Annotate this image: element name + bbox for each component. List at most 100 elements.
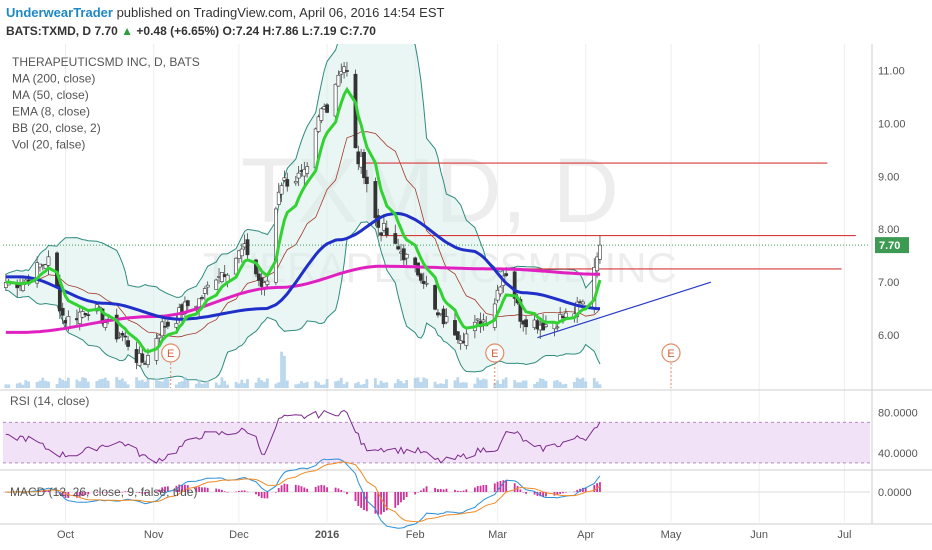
volume-bar bbox=[84, 377, 87, 388]
volume-bar bbox=[297, 383, 301, 388]
price-tick-label: 7.00 bbox=[878, 277, 899, 289]
legend-item: BB (20, close, 2) bbox=[12, 121, 101, 135]
candle-body bbox=[185, 300, 190, 307]
macd-histogram-bar bbox=[414, 492, 417, 495]
macd-histogram-bar bbox=[519, 489, 522, 492]
volume-bar bbox=[123, 381, 127, 388]
volume-bar bbox=[186, 379, 190, 388]
volume-bar bbox=[561, 384, 565, 388]
volume-bar bbox=[496, 380, 500, 388]
macd-histogram-bar bbox=[599, 482, 601, 492]
macd-histogram-bar bbox=[277, 488, 280, 492]
macd-histogram-bar bbox=[195, 486, 198, 492]
macd-histogram-bar bbox=[198, 486, 201, 492]
candle-body bbox=[126, 340, 130, 347]
candle-body bbox=[342, 66, 347, 73]
volume-bar bbox=[533, 384, 536, 388]
volume-bar bbox=[64, 381, 67, 388]
volume-bar bbox=[433, 381, 437, 388]
candle-body bbox=[296, 172, 301, 179]
volume-bar bbox=[157, 380, 161, 388]
volume-bar bbox=[120, 378, 124, 388]
macd-histogram-bar bbox=[456, 490, 459, 492]
volume-bar bbox=[592, 378, 596, 388]
volume-bar bbox=[473, 383, 477, 388]
volume-bar bbox=[319, 384, 323, 388]
volume-bar bbox=[38, 380, 42, 388]
macd-histogram-bar bbox=[184, 484, 186, 492]
volume-bar bbox=[44, 380, 48, 388]
macd-histogram-bar bbox=[502, 480, 505, 492]
volume-bar bbox=[135, 377, 139, 388]
volume-bar bbox=[146, 378, 150, 388]
high-value: 7.86 bbox=[275, 24, 299, 38]
volume-bar bbox=[197, 379, 201, 388]
candle-body bbox=[339, 71, 344, 75]
macd-histogram-bar bbox=[47, 490, 50, 492]
candle-body bbox=[123, 335, 128, 338]
last-price-badge bbox=[875, 237, 909, 254]
earnings-marker-label: E bbox=[667, 348, 674, 360]
macd-histogram-bar bbox=[240, 490, 243, 492]
macd-histogram-bar bbox=[95, 492, 98, 493]
macd-histogram-bar bbox=[158, 489, 161, 492]
chart-area[interactable]: TXMD, DTHERAPEUTICSMD INC EEE 11.0010.00… bbox=[0, 44, 932, 550]
volume-bar bbox=[263, 381, 266, 388]
candle-body bbox=[103, 322, 108, 328]
volume-bar bbox=[538, 378, 542, 388]
macd-histogram-bar bbox=[104, 492, 107, 493]
macd-histogram-bar bbox=[164, 486, 166, 492]
volume-bar bbox=[81, 377, 84, 388]
macd-histogram-bar bbox=[573, 491, 576, 493]
candle-body bbox=[282, 177, 287, 181]
macd-histogram-bar bbox=[115, 492, 118, 493]
macd-histogram-bar bbox=[144, 492, 147, 495]
candle-body bbox=[453, 320, 457, 336]
candle-body bbox=[475, 318, 480, 321]
volume-bar bbox=[194, 383, 198, 388]
macd-histogram-bar bbox=[206, 487, 209, 492]
candle-body bbox=[60, 307, 65, 316]
macd-histogram-bar bbox=[434, 487, 436, 492]
macd-histogram-bar bbox=[505, 480, 508, 492]
candle-body bbox=[379, 232, 383, 236]
earnings-marker bbox=[161, 343, 181, 363]
volume-bar bbox=[581, 377, 585, 388]
volume-bar bbox=[422, 377, 426, 388]
trend-line bbox=[537, 281, 711, 339]
candle-body bbox=[293, 181, 298, 184]
volume-bar bbox=[464, 382, 468, 388]
candle-body bbox=[498, 286, 503, 295]
ema8-line bbox=[5, 86, 602, 354]
volume-bar bbox=[564, 383, 568, 388]
volume-bar bbox=[325, 379, 329, 388]
macd-histogram-bar bbox=[422, 488, 425, 492]
volume-bar bbox=[223, 380, 227, 388]
candle-body bbox=[364, 176, 369, 185]
volume-bar bbox=[4, 384, 8, 388]
candle-body bbox=[160, 321, 165, 337]
volume-bar bbox=[294, 384, 298, 388]
price-tick-label: 8.00 bbox=[878, 224, 899, 236]
candle-body bbox=[279, 185, 284, 195]
candle-body bbox=[598, 244, 602, 260]
author-link[interactable]: UnderwearTrader bbox=[6, 5, 113, 20]
volume-bar bbox=[78, 381, 82, 388]
volume-bar bbox=[396, 379, 400, 388]
volume-bar bbox=[138, 380, 141, 388]
symbol: BATS:TXMD, D bbox=[6, 24, 92, 38]
publish-line: UnderwearTrader published on TradingView… bbox=[6, 5, 444, 20]
x-tick-label: Feb bbox=[406, 529, 425, 541]
macd-histogram-bar bbox=[226, 492, 229, 493]
candle-body bbox=[316, 116, 321, 132]
candle-body bbox=[595, 256, 600, 272]
x-tick-label: Jun bbox=[750, 529, 768, 541]
volume-bar bbox=[115, 377, 119, 388]
macd-histogram-bar bbox=[525, 492, 527, 494]
macd-histogram-bar bbox=[445, 488, 448, 492]
open-label: O: bbox=[222, 24, 236, 38]
macd-histogram-bar bbox=[343, 491, 346, 493]
macd-histogram-bar bbox=[593, 485, 596, 492]
macd-histogram-bar bbox=[203, 487, 206, 492]
macd-histogram-bar bbox=[266, 492, 269, 499]
